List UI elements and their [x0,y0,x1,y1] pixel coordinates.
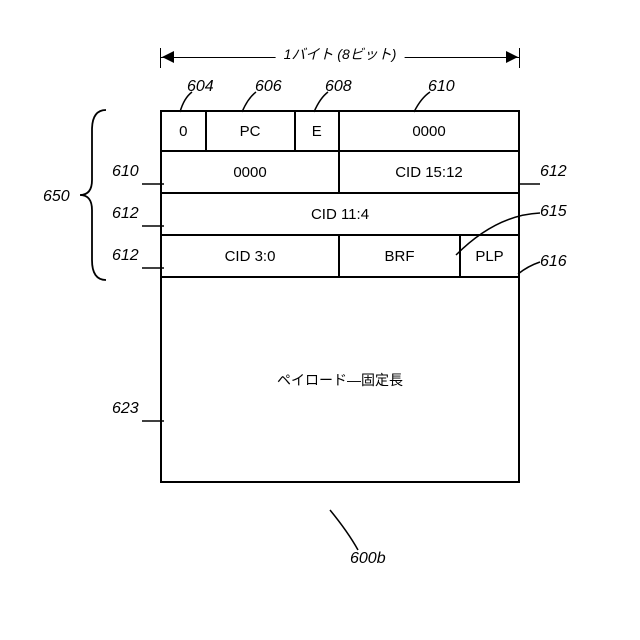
payload-label: ペイロード—固定長 [277,370,403,390]
ref-610-left: 610 [112,163,139,181]
dimension-label: 1バイト (8ビット) [276,44,405,64]
field-zero: 0 [162,112,207,150]
packet-structure: 0 PC E 0000 0000 CID 15:12 CID 11:4 CID … [160,110,520,483]
ref-612-right: 612 [540,163,567,181]
ref-650: 650 [43,188,70,206]
field-cid-3-0: CID 3:0 [162,236,340,276]
field-0000b: 0000 [162,152,340,192]
field-e: E [296,112,341,150]
ref-612-left2: 612 [112,247,139,265]
field-pc: PC [207,112,296,150]
ref-616: 616 [540,253,567,271]
field-brf: BRF [340,236,461,276]
payload-region: ペイロード—固定長 [160,278,520,483]
header-row-1: 0 PC E 0000 [160,110,520,152]
ref-612-left: 612 [112,205,139,223]
ref-623: 623 [112,400,139,418]
byte-width-dimension: 1バイト (8ビット) [160,46,520,70]
ref-615: 615 [540,203,567,221]
header-row-2: 0000 CID 15:12 [160,152,520,194]
field-cid-15-12: CID 15:12 [340,152,518,192]
field-0000a: 0000 [340,112,518,150]
header-brace [78,110,108,280]
